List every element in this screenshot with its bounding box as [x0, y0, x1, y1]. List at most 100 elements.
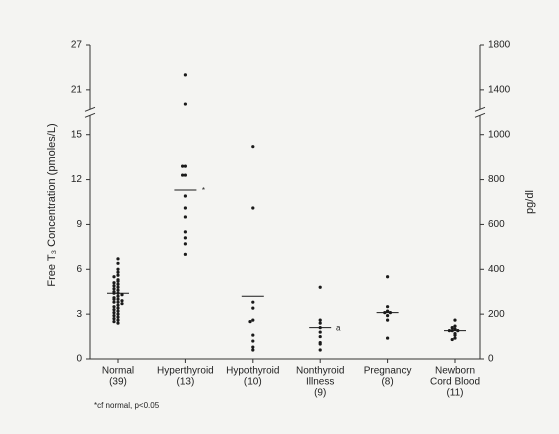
y2-tick-label: 0 — [488, 354, 494, 365]
y2-tick-label: 1400 — [488, 84, 511, 95]
y-tick-label: 21 — [71, 84, 83, 95]
data-point — [112, 317, 116, 321]
data-point — [116, 294, 120, 298]
data-point — [453, 333, 457, 337]
data-point — [318, 348, 322, 352]
data-point — [453, 336, 457, 340]
axis-break-gap — [475, 109, 485, 116]
data-point — [251, 306, 255, 310]
data-point — [116, 315, 120, 319]
data-point — [112, 284, 116, 288]
axis-break-mark — [474, 106, 486, 112]
data-point — [112, 287, 116, 291]
y-tick-label: 6 — [76, 264, 82, 275]
data-point — [112, 275, 116, 279]
data-point — [450, 326, 454, 330]
data-point — [318, 334, 322, 339]
data-point — [116, 309, 120, 313]
data-point — [450, 337, 454, 342]
data-point — [386, 318, 390, 322]
data-point — [181, 164, 185, 168]
y2-tick-label: 200 — [488, 309, 505, 320]
data-point — [112, 320, 116, 324]
y-tick-label: 9 — [76, 219, 82, 230]
data-point — [120, 299, 124, 303]
data-point — [251, 345, 255, 349]
data-point — [120, 302, 124, 306]
data-point — [183, 102, 187, 106]
data-point — [251, 318, 255, 322]
data-point — [120, 293, 124, 297]
y2-axis-label: pg/dl — [524, 190, 536, 214]
y2-tick-label: 600 — [488, 219, 505, 230]
data-point — [318, 321, 322, 325]
x-tick-label: (11) — [446, 388, 463, 399]
x-tick-label: Pregnancy — [364, 366, 412, 377]
data-point — [112, 281, 116, 285]
data-point — [251, 145, 255, 149]
data-point — [251, 300, 255, 304]
data-point — [116, 267, 120, 271]
x-tick-label: Normal — [102, 366, 134, 377]
mean-annotation: * — [202, 186, 205, 195]
data-point — [116, 312, 120, 316]
data-point — [453, 327, 457, 331]
data-point — [116, 303, 120, 307]
data-point — [112, 308, 116, 312]
y2-tick-label: 800 — [488, 174, 505, 185]
data-point — [251, 348, 255, 352]
data-point — [183, 173, 187, 177]
y-tick-label: 15 — [71, 129, 83, 140]
x-tick-label: (39) — [109, 377, 127, 388]
data-point — [183, 215, 187, 219]
x-tick-label: Newborn — [435, 366, 475, 377]
data-point — [112, 314, 116, 318]
data-point — [251, 339, 255, 343]
data-point — [453, 318, 457, 322]
data-point — [116, 257, 120, 261]
data-point — [112, 311, 116, 315]
data-point — [318, 330, 322, 334]
data-point — [386, 275, 390, 279]
footnote: *cf normal, p<0.05 — [94, 401, 160, 410]
data-point — [116, 270, 120, 274]
data-point — [386, 314, 390, 318]
data-point — [183, 164, 187, 168]
x-tick-label: Illness — [306, 377, 334, 388]
data-point — [116, 300, 120, 304]
axis-break-mark — [474, 112, 486, 118]
data-point — [116, 318, 120, 322]
x-tick-label: Hyperthyroid — [157, 366, 214, 377]
x-tick-label: (13) — [177, 377, 195, 388]
data-point — [453, 324, 457, 328]
data-point — [386, 305, 390, 309]
data-point — [183, 236, 187, 240]
data-point — [116, 288, 120, 292]
data-point — [318, 318, 322, 322]
x-tick-label: Hypothyroid — [226, 366, 279, 377]
y-tick-label: 12 — [71, 174, 83, 185]
y2-tick-label: 400 — [488, 264, 505, 275]
data-point — [183, 194, 187, 198]
data-point — [386, 336, 390, 340]
x-tick-label: (9) — [314, 388, 326, 399]
data-point — [181, 173, 185, 177]
axis-break-gap — [85, 109, 95, 116]
data-point — [116, 279, 120, 283]
data-point — [318, 285, 322, 289]
data-point — [116, 297, 120, 301]
y-axis-label: Free T₃ Concentration (pmoles/L) — [46, 123, 58, 286]
y-tick-label: 27 — [71, 40, 83, 51]
data-point — [112, 300, 116, 304]
data-point — [112, 305, 116, 309]
x-tick-label: (10) — [244, 377, 262, 388]
data-point — [116, 282, 120, 286]
data-point — [248, 320, 252, 324]
x-tick-label: Nonthyroid — [296, 366, 344, 377]
data-point — [318, 342, 322, 346]
axis-break-mark — [84, 112, 96, 118]
x-tick-label: Cord Blood — [430, 377, 480, 388]
data-point — [183, 230, 187, 234]
